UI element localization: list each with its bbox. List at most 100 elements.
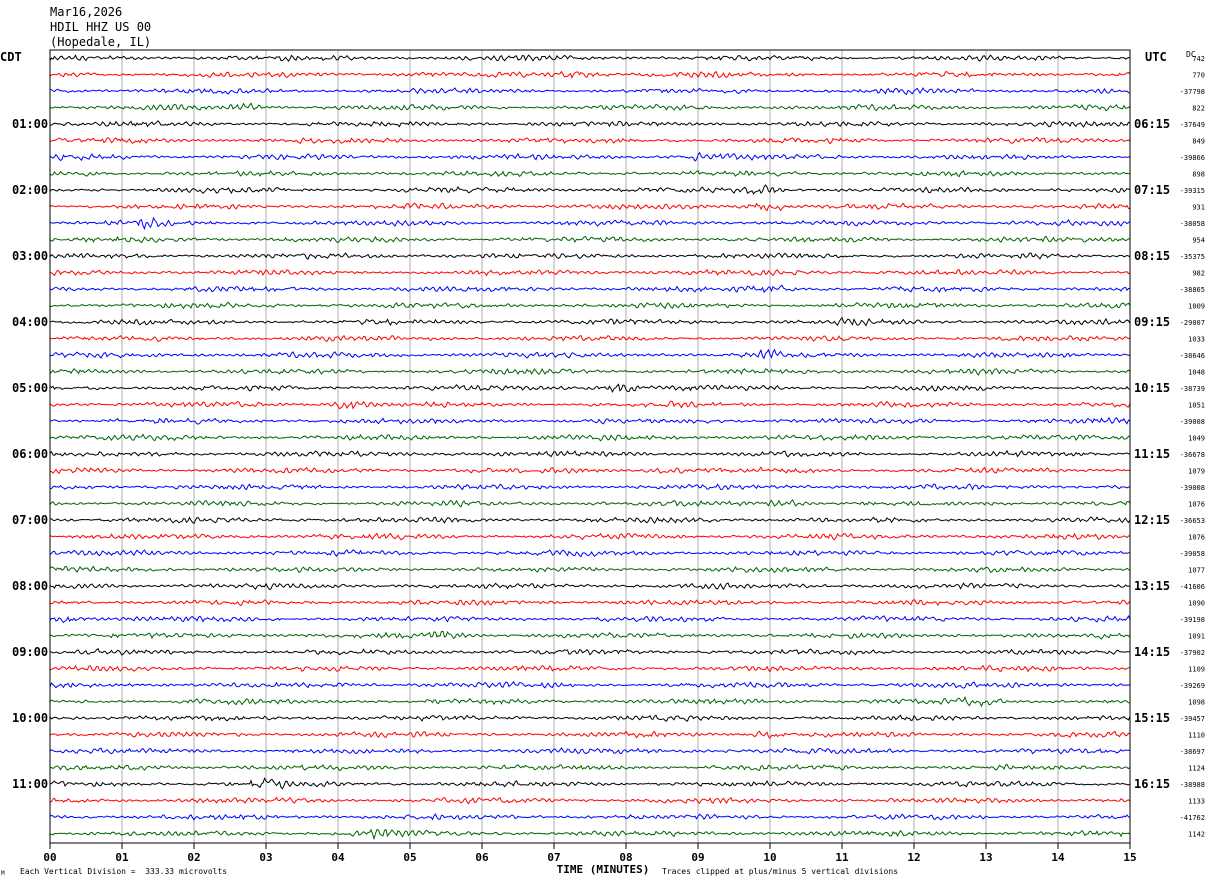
- right-hour-label: 08:15: [1134, 249, 1170, 263]
- seismic-trace-39: [49, 680, 1131, 689]
- right-hour-label: 11:15: [1134, 447, 1170, 461]
- right-hour-label: 13:15: [1134, 579, 1170, 593]
- seismic-trace-15: [49, 284, 1131, 294]
- dc-offset-label: 1110: [1188, 732, 1205, 740]
- dc-offset-label: -38865: [1180, 286, 1205, 294]
- x-tick-label: 09: [691, 851, 704, 864]
- dc-offset-label: 849: [1192, 138, 1205, 146]
- dc-offset-label: 822: [1192, 105, 1205, 113]
- left-hour-label: 08:00: [12, 579, 48, 593]
- left-hour-label: 10:00: [12, 711, 48, 725]
- seismic-trace-37: [49, 647, 1130, 656]
- dc-offset-label: 1091: [1188, 633, 1205, 641]
- x-tick-label: 07: [547, 851, 560, 864]
- seismic-trace-40: [49, 695, 1131, 708]
- dc-offset-label: 1033: [1188, 336, 1205, 344]
- seismic-trace-12: [49, 235, 1130, 244]
- left-hour-label: 05:00: [12, 381, 48, 395]
- seismic-trace-45: [49, 777, 1131, 790]
- dc-offset-label: 742: [1192, 55, 1205, 63]
- chart-date: Mar16,2026: [50, 5, 123, 19]
- dc-offset-label: 1133: [1188, 798, 1205, 806]
- seismic-trace-47: [49, 813, 1131, 821]
- seismic-trace-14: [49, 268, 1131, 277]
- x-axis: 00 01 02 03 04 05 06 07 08 09 10 11 12 13 14 15: [43, 843, 1137, 864]
- x-tick-label: 11: [835, 851, 849, 864]
- left-hour-label: 11:00: [12, 777, 48, 791]
- vertical-grid: [121, 50, 1059, 843]
- left-hour-label: 04:00: [12, 315, 48, 329]
- dc-offset-label: -38988: [1180, 781, 1205, 789]
- seismic-trace-8: [49, 169, 1131, 178]
- seismic-trace-34: [49, 598, 1131, 607]
- left-axis-title: CDT: [0, 50, 22, 64]
- seismic-trace-3: [49, 87, 1131, 96]
- right-hour-label: 14:15: [1134, 645, 1170, 659]
- left-hour-label: 02:00: [12, 183, 48, 197]
- clip-note: Traces clipped at plus/minus 5 vertical …: [662, 867, 899, 876]
- x-tick-label: 00: [43, 851, 56, 864]
- seismic-trace-30: [49, 532, 1131, 541]
- x-tick-label: 14: [1051, 851, 1065, 864]
- dc-offset-label: 1090: [1188, 600, 1205, 608]
- x-tick-label: 04: [331, 851, 345, 864]
- dc-offset-labels: 742 770 -37798 822 -37649 849 -39866 898 -39315 9…: [1180, 55, 1205, 839]
- seismic-trace-11: [49, 216, 1131, 231]
- dc-offset-label: -38739: [1180, 385, 1205, 393]
- x-axis-title: TIME (MINUTES): [557, 863, 650, 876]
- seismic-trace-16: [50, 301, 1131, 310]
- dc-offset-label: 954: [1192, 237, 1205, 245]
- dc-offset-label: 1077: [1188, 567, 1205, 575]
- x-tick-label: 02: [187, 851, 200, 864]
- dc-offset-label: -39315: [1180, 187, 1205, 195]
- left-hour-label: 01:00: [12, 117, 48, 131]
- x-tick-label: 05: [403, 851, 416, 864]
- dc-offset-label: -39058: [1180, 550, 1205, 558]
- dc-offset-label: 1142: [1188, 831, 1205, 839]
- dc-offset-label: -38697: [1180, 748, 1205, 756]
- dc-offset-label: -36653: [1180, 517, 1205, 525]
- dc-offset-label: -38646: [1180, 352, 1205, 360]
- right-hour-label: 10:15: [1134, 381, 1170, 395]
- corner-mark: M: [1, 870, 5, 877]
- station-location: (Hopedale, IL): [50, 35, 152, 49]
- seismic-trace-42: [49, 730, 1131, 740]
- dc-offset-label: 1109: [1188, 666, 1205, 674]
- dc-offset-label: 770: [1192, 72, 1205, 80]
- dc-offset-label: 1051: [1188, 402, 1205, 410]
- dc-offset-label: -29007: [1180, 319, 1205, 327]
- dc-offset-label: -41762: [1180, 814, 1205, 822]
- dc-offset-label: 1124: [1188, 765, 1205, 773]
- right-hour-labels: 06:15 07:15 08:15 09:15 10:15 11:15 12:15 13:15…: [1134, 117, 1170, 791]
- seismic-trace-46: [49, 796, 1131, 805]
- seismic-trace-19: [49, 348, 1131, 360]
- dc-offset-label: 1076: [1188, 534, 1205, 542]
- trace-group: [49, 54, 1131, 841]
- dc-offset-label: -36678: [1180, 451, 1205, 459]
- left-hour-labels: 01:00 02:00 03:00 04:00 05:00 06:00 07:00 08:00…: [12, 117, 48, 791]
- seismic-trace-6: [49, 136, 1131, 145]
- seismic-trace-31: [49, 549, 1131, 558]
- x-tick-label: 06: [475, 851, 489, 864]
- station-code: HDIL HHZ US 00: [50, 20, 152, 34]
- seismic-trace-24: [49, 433, 1131, 442]
- dc-offset-label: -39008: [1180, 418, 1205, 426]
- seismic-trace-32: [49, 565, 1131, 574]
- right-hour-label: 09:15: [1134, 315, 1170, 329]
- seismic-trace-7: [49, 151, 1131, 162]
- x-tick-label: 15: [1123, 851, 1136, 864]
- seismic-trace-35: [49, 615, 1131, 624]
- seismic-trace-27: [49, 483, 1131, 491]
- left-hour-label: 06:00: [12, 447, 48, 461]
- dc-offset-label: -37798: [1180, 88, 1205, 96]
- seismic-trace-9: [49, 184, 1131, 195]
- dc-offset-label: -39866: [1180, 154, 1205, 162]
- seismic-trace-29: [49, 516, 1131, 525]
- left-hour-label: 07:00: [12, 513, 48, 527]
- scale-note: Each Vertical Division = 333.33 microvol…: [20, 867, 228, 876]
- seismic-trace-21: [49, 383, 1131, 393]
- right-hour-label: 12:15: [1134, 513, 1170, 527]
- x-tick-label: 10: [763, 851, 776, 864]
- seismic-trace-2: [49, 70, 1131, 79]
